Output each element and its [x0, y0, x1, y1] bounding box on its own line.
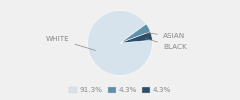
Text: BLACK: BLACK: [145, 39, 187, 50]
Text: WHITE: WHITE: [46, 36, 96, 50]
Wedge shape: [120, 32, 152, 43]
Text: ASIAN: ASIAN: [143, 32, 185, 40]
Legend: 91.3%, 4.3%, 4.3%: 91.3%, 4.3%, 4.3%: [66, 84, 174, 96]
Wedge shape: [88, 10, 152, 76]
Wedge shape: [120, 24, 150, 43]
